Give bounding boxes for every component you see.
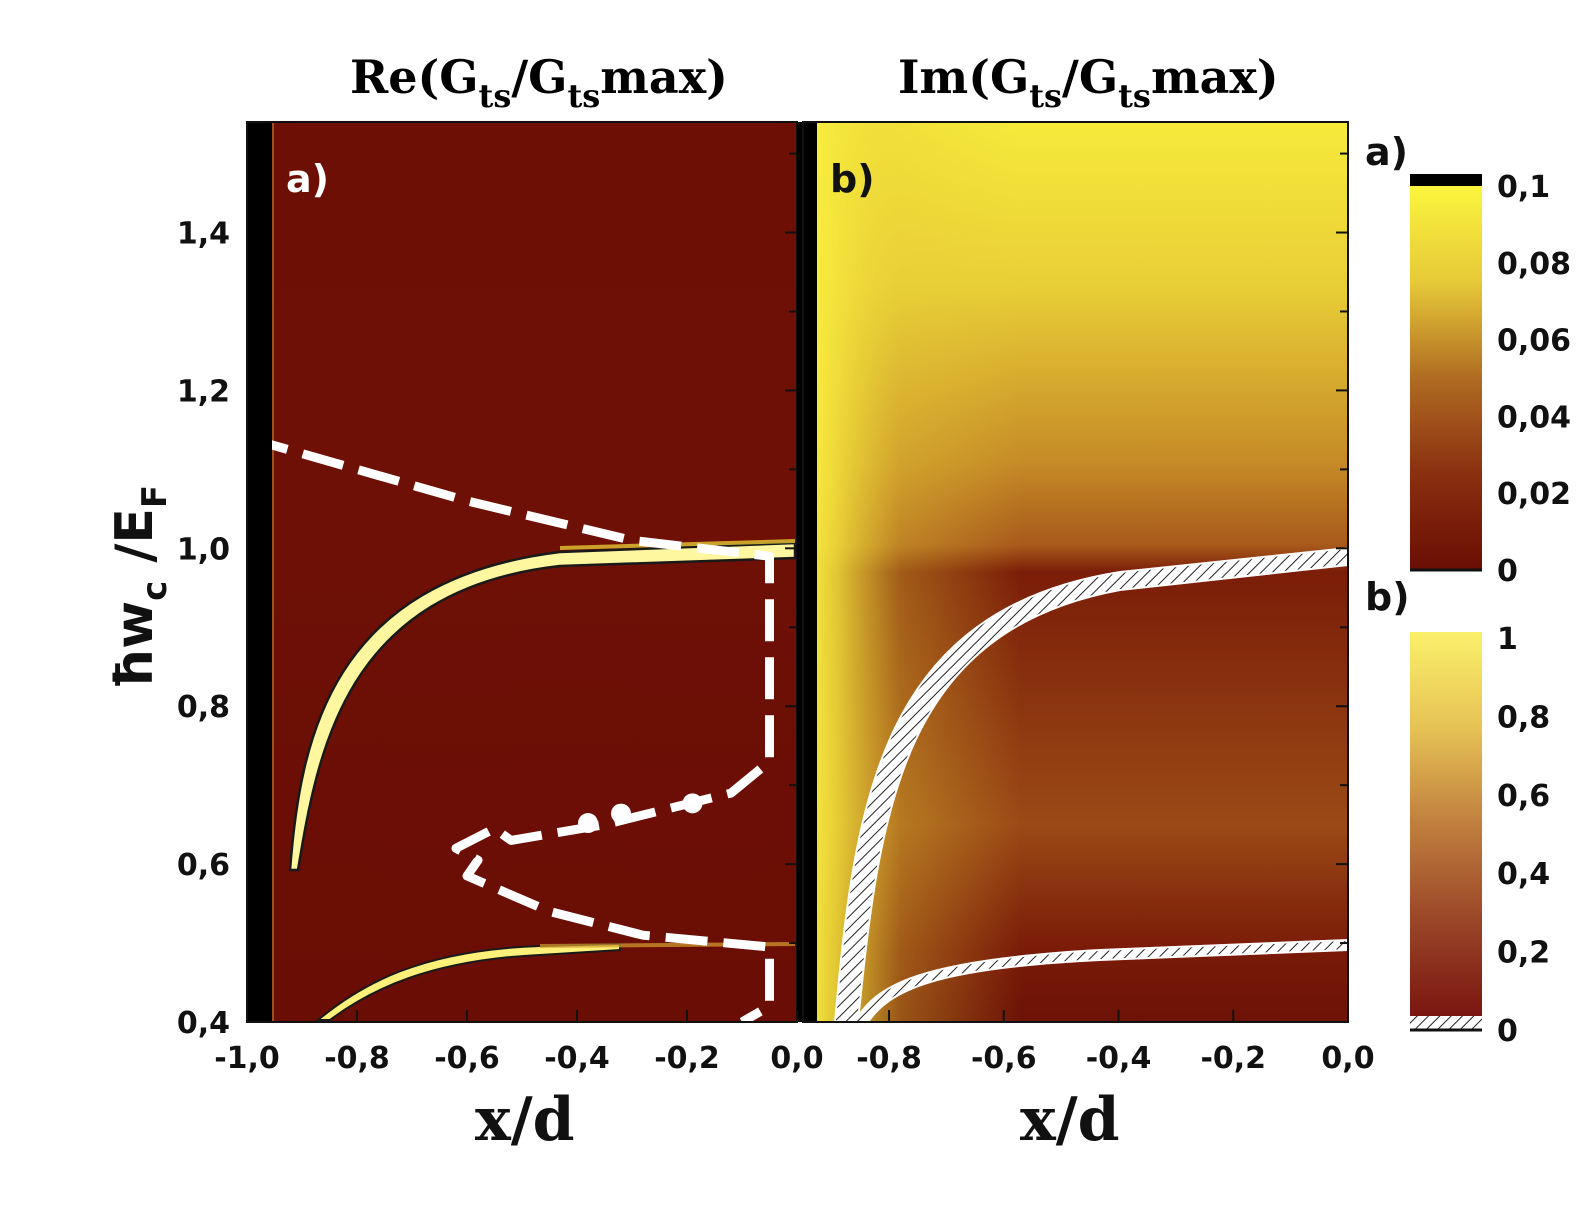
colorbar-tick-label: 0 (1497, 1014, 1518, 1049)
y-tick-label: 1,4 (177, 217, 230, 252)
x-tick-label: -0,6 (971, 1041, 1037, 1076)
y-axis-label: ħwc /EF (105, 485, 175, 690)
colorbar-a-gradient (1410, 186, 1482, 570)
panel-a-label: a) (286, 157, 329, 201)
x-tick-label: -0,2 (1200, 1041, 1266, 1076)
panel-a-title: Re(Gts/Gtsmax) (350, 50, 728, 115)
panel-b-label: b) (830, 157, 875, 201)
y-tick-label: 0,8 (177, 690, 230, 725)
panel-b-plot: b) (797, 121, 1349, 1023)
colorbar-tick-label: 0,04 (1497, 400, 1571, 435)
x-tick-label: -0,6 (434, 1041, 500, 1076)
panel-b-hatched-band-upper (833, 546, 1348, 1022)
x-tick-label: -0,8 (324, 1041, 390, 1076)
panel-a-dashed-curve (247, 433, 774, 1022)
colorbar-tick-label: 0,4 (1497, 857, 1550, 892)
colorbar-tick-label: 1 (1497, 622, 1518, 657)
panel-a-ticks: -1,0 -0,8 -0,6 -0,4 -0,2 0,0 0,4 0,6 0,8 1,0 1,2 1,… (177, 152, 824, 1076)
colorbar-tick-label: 0,6 (1497, 779, 1550, 814)
panel-b-hatched-band-lower (853, 938, 1348, 1022)
panel-b-title: Im(Gts/Gtsmax) (898, 50, 1279, 115)
x-tick-label: -1,0 (214, 1041, 280, 1076)
x-tick-label: -0,4 (1086, 1041, 1152, 1076)
colorbar-a-label: a) (1365, 130, 1408, 174)
panel-a-dot-marker (682, 793, 703, 814)
x-tick-label: -0,8 (856, 1041, 922, 1076)
panel-a-bright-band-upper (288, 541, 797, 872)
panel-b-frame (802, 121, 1349, 1023)
colorbar-tick-label: 0,08 (1497, 247, 1571, 282)
colorbar-a: a) 0,1 0,08 0,06 0,04 0,02 0 (1365, 130, 1571, 589)
colorbar-tick-label: 0,06 (1497, 324, 1571, 359)
x-tick-label: -0,2 (654, 1041, 720, 1076)
x-tick-label: -0,4 (544, 1041, 610, 1076)
colorbar-b-label: b) (1365, 575, 1410, 619)
x-tick-label: 0,0 (1321, 1041, 1374, 1076)
colorbar-b-gradient (1410, 632, 1482, 1016)
panel-a-plot: a) (246, 121, 798, 1023)
colorbar-a-top-cap (1410, 174, 1482, 186)
colorbar-tick-label: 0,2 (1497, 936, 1550, 971)
panel-b-left-boundary (797, 122, 817, 1022)
panel-a-dot-marker (611, 803, 631, 824)
colorbar-b-hatch (1410, 1016, 1482, 1030)
y-tick-label: 1,2 (177, 374, 230, 409)
colorbar-tick-label: 0 (1497, 554, 1518, 589)
panel-a-xlabel: x/d (475, 1085, 575, 1155)
colorbar-tick-label: 0,02 (1497, 477, 1571, 512)
colorbar-b: b) 1 0,8 0,6 0,4 0,2 0 (1365, 575, 1550, 1049)
panel-b-xlabel: x/d (1020, 1085, 1120, 1155)
y-tick-label: 0,4 (177, 1006, 230, 1041)
colorbar-tick-label: 0,8 (1497, 700, 1550, 735)
panel-a-bright-band-lower (315, 942, 621, 1021)
panel-a-left-boundary (247, 122, 272, 1022)
y-tick-label: 1,0 (177, 532, 230, 567)
colorbar-tick-label: 0,1 (1497, 170, 1550, 205)
panel-b-ticks: -0,8 -0,6 -0,4 -0,2 0,0 (856, 152, 1375, 1076)
y-tick-label: 0,6 (177, 848, 230, 883)
x-tick-label: 0,0 (770, 1041, 823, 1076)
panel-a-dot-marker (578, 813, 598, 834)
